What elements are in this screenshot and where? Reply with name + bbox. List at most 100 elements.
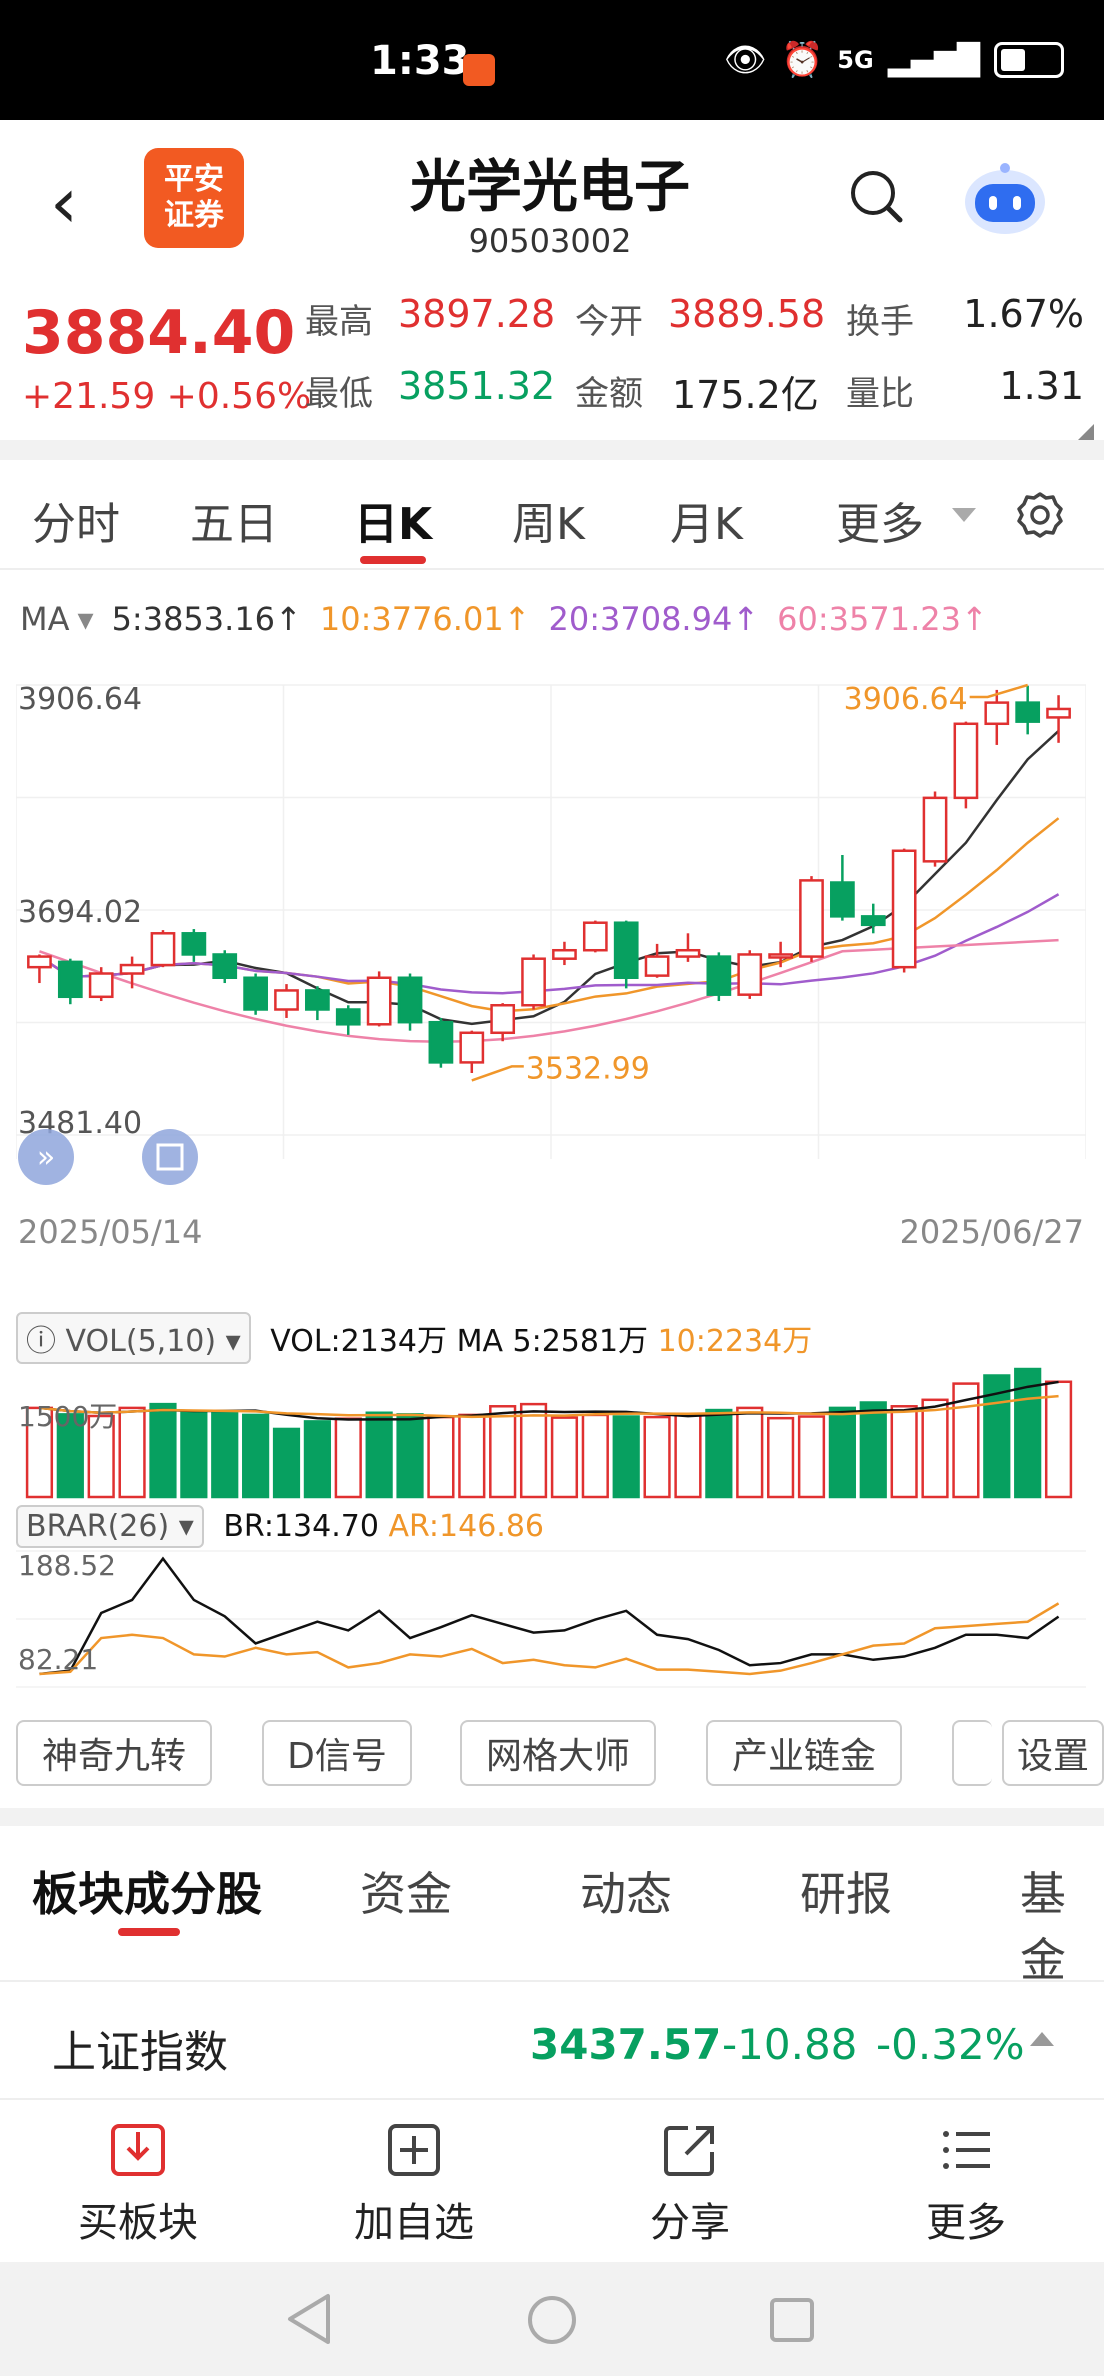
ma-dropdown-icon[interactable]: ▾: [77, 600, 94, 638]
share-button[interactable]: 分享: [590, 2120, 790, 2248]
ma10-value: 10:3776.01↑: [319, 600, 531, 638]
high-label: 最高: [305, 302, 373, 342]
status-indicators: 👁 ⏰ 5G ▂▄▆█: [724, 40, 1064, 80]
sector-code: 90503002: [468, 222, 632, 260]
feature-settings-button[interactable]: 设置: [1002, 1720, 1104, 1786]
expand-corner-icon[interactable]: [1076, 424, 1094, 442]
candle-body: [397, 976, 423, 1024]
feature-d-signal-button[interactable]: D信号: [262, 1720, 412, 1786]
volume-bar: [519, 1402, 548, 1499]
vol-value: VOL:2134万: [270, 1324, 448, 1359]
gear-icon[interactable]: [1015, 490, 1065, 540]
share-icon: [664, 2126, 714, 2176]
tab-news[interactable]: 动态: [580, 1867, 672, 1921]
tab-research[interactable]: 研报: [800, 1867, 892, 1921]
tab-funds-flow[interactable]: 资金: [360, 1867, 452, 1921]
candle-body: [274, 989, 299, 1011]
volume-bar: [427, 1415, 455, 1499]
y-axis-label-mid: 3694.02: [18, 895, 142, 930]
volume-bar: [272, 1427, 301, 1499]
active-lower-tab-indicator: [118, 1928, 180, 1936]
more-chevron-down-icon[interactable]: [952, 508, 976, 522]
page-title: 光学光电子: [410, 155, 690, 220]
index-ticker-bar[interactable]: 上证指数 3437.57 -10.88 -0.32%: [0, 1980, 1104, 2100]
brar-indicator-label: BRAR(26): [26, 1509, 170, 1544]
battery-icon: [994, 42, 1064, 78]
volume-chart[interactable]: 1500万: [16, 1355, 1086, 1500]
low-value: 3851.32: [398, 364, 556, 408]
feature-grid-master-button[interactable]: 网格大师: [460, 1720, 656, 1786]
add-watchlist-button[interactable]: 加自选: [314, 2120, 514, 2248]
volume-bar: [581, 1413, 609, 1499]
feature-partial-button[interactable]: [952, 1720, 992, 1786]
search-icon[interactable]: [848, 168, 904, 224]
feature-nine-turn-button[interactable]: 神奇九转: [16, 1720, 212, 1786]
quote-panel: 3884.40 +21.59 +0.56% 最高 3897.28 今开 3889…: [0, 280, 1104, 442]
expand-up-icon[interactable]: [1030, 2032, 1054, 2046]
brar-legend: BRAR(26) ▾ BR:134.70 AR:146.86: [16, 1505, 544, 1548]
candle-body: [644, 955, 670, 977]
divider: [0, 440, 1104, 460]
volume-bar: [489, 1405, 517, 1499]
tab-five-day[interactable]: 五日: [190, 499, 278, 550]
volume-bar: [87, 1414, 115, 1499]
candle-body: [706, 955, 732, 996]
tab-sector-constituents[interactable]: 板块成分股: [32, 1867, 262, 1921]
volume-bar: [921, 1398, 949, 1499]
feature-industry-chain-button[interactable]: 产业链金: [706, 1720, 902, 1786]
volume-bar: [180, 1411, 208, 1499]
volume-bar: [1014, 1367, 1042, 1499]
back-icon[interactable]: ‹: [50, 162, 78, 244]
tab-fund[interactable]: 基金: [1020, 1867, 1066, 1987]
candle-body: [613, 921, 639, 979]
nav-home-icon[interactable]: [526, 2294, 578, 2346]
tab-monthly-k[interactable]: 月K: [670, 499, 743, 550]
tab-weekly-k[interactable]: 周K: [512, 499, 585, 550]
ma60-line: [39, 938, 1059, 1044]
status-bar: 1:33 👁 ⏰ 5G ▂▄▆█: [0, 0, 1104, 120]
tab-more[interactable]: 更多: [836, 499, 924, 550]
ma-label[interactable]: MA: [20, 600, 70, 638]
tab-intraday[interactable]: 分时: [32, 499, 120, 550]
nav-back-icon[interactable]: [284, 2292, 334, 2346]
nav-recents-icon[interactable]: [768, 2296, 816, 2344]
ma60-value: 60:3571.23↑: [777, 600, 988, 638]
y-axis-label-max: 3906.64: [18, 682, 142, 717]
index-value: 3437.57: [530, 2020, 722, 2069]
candle-body: [27, 955, 52, 969]
buy-sector-button[interactable]: 买板块: [38, 2120, 238, 2248]
high-value: 3897.28: [398, 292, 556, 336]
tab-daily-k[interactable]: 日K: [354, 499, 433, 550]
brar-chart[interactable]: 188.52 82.21: [16, 1545, 1086, 1693]
fast-forward-icon: »: [37, 1140, 55, 1175]
more-button[interactable]: 更多: [866, 2120, 1066, 2248]
x-axis-start-label: 2025/05/14: [18, 1213, 202, 1251]
turnover-value: 1.67%: [963, 292, 1084, 336]
current-price: 3884.40: [22, 298, 296, 368]
candle-body: [181, 932, 207, 956]
index-change-pct: -0.32%: [876, 2020, 1025, 2069]
low-label: 最低: [305, 374, 373, 414]
assistant-robot-icon[interactable]: [960, 158, 1050, 238]
volume-bar: [1044, 1380, 1073, 1499]
volume-bar: [458, 1413, 486, 1499]
brar-indicator-selector[interactable]: BRAR(26) ▾: [16, 1505, 204, 1548]
volume-bar: [797, 1415, 826, 1499]
volume-bar: [396, 1413, 424, 1499]
vol-indicator-selector[interactable]: ⓘ VOL(5,10) ▾: [16, 1312, 251, 1364]
vol-ratio-label: 量比: [846, 374, 914, 414]
candle-body: [243, 976, 268, 1011]
open-value: 3889.58: [668, 292, 826, 336]
brar-y-label-max: 188.52: [18, 1549, 116, 1582]
volume-bar: [550, 1416, 579, 1499]
volume-bar: [365, 1411, 393, 1499]
candle-body: [891, 849, 917, 969]
candle-body: [335, 1008, 361, 1026]
candle-body: [1015, 701, 1041, 723]
candle-body: [552, 948, 577, 960]
volume-bar: [211, 1412, 239, 1499]
candlestick-chart[interactable]: 3906.643694.023481.403906.643532.99»2025…: [16, 665, 1086, 1255]
brar-y-label-min: 82.21: [18, 1643, 98, 1676]
menu-list-icon: [943, 2131, 990, 2169]
candle-body: [768, 953, 793, 959]
